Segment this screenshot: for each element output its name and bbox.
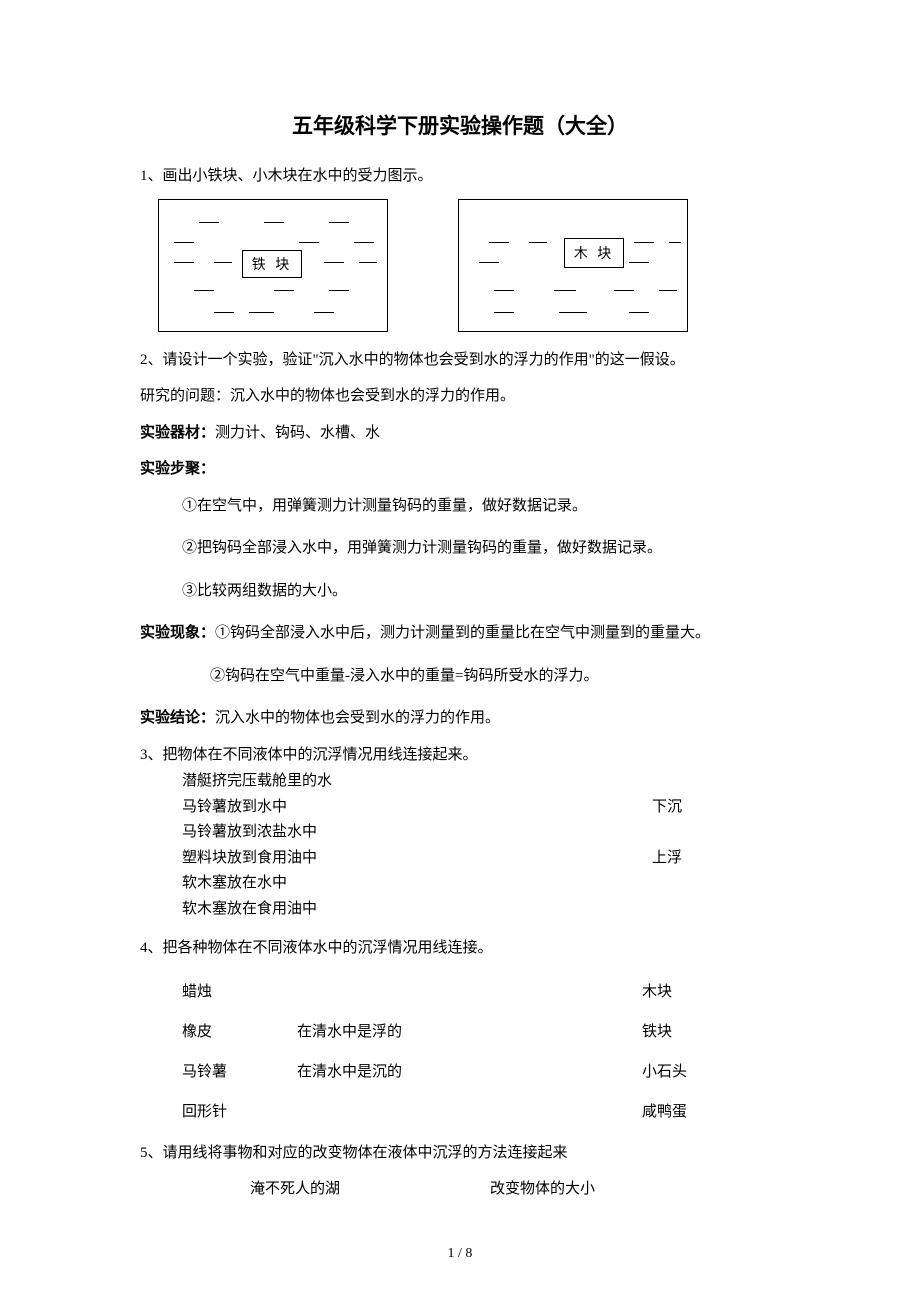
q4-cell: 在清水中是沉的 xyxy=(297,1060,642,1081)
q5-intro: 5、请用线将事物和对应的改变物体在液体中沉浮的方法连接起来 xyxy=(140,1139,780,1168)
q3-item: 软木塞放在食用油中 xyxy=(182,897,652,923)
q5-row: 淹不死人的湖 改变物体的大小 xyxy=(250,1177,780,1198)
q2-phenom2: ②钩码在空气中重量-浸入水中的重量=钩码所受水的浮力。 xyxy=(140,662,780,691)
q3-item: 软木塞放在水中 xyxy=(182,871,652,897)
q2-step3: ③比较两组数据的大小。 xyxy=(140,577,780,606)
q2-phenom1: 实验现象：①钩码全部浸入水中后，测力计测量到的重量比在空气中测量到的重量大。 xyxy=(140,619,780,648)
page-title: 五年级科学下册实验操作题（大全） xyxy=(140,110,780,140)
q4-cell: 回形针 xyxy=(182,1100,297,1121)
wood-label: 木 块 xyxy=(564,238,624,268)
iron-label: 铁 块 xyxy=(242,250,302,278)
q3-block: 潜艇挤完压载舱里的水 马铃薯放到水中下沉 马铃薯放到浓盐水中 塑料块放到食用油中… xyxy=(182,769,780,922)
page-number: 1 / 8 xyxy=(0,1246,920,1262)
q3-item: 马铃薯放到浓盐水中 xyxy=(182,820,652,846)
iron-box-container: 铁 块 xyxy=(158,199,388,332)
q2-steps-label: 实验步聚： xyxy=(140,455,780,484)
q4-cell: 马铃薯 xyxy=(182,1060,297,1081)
q2-equip: 实验器材：测力计、钩码、水槽、水 xyxy=(140,419,780,448)
q1-text: 1、画出小铁块、小木块在水中的受力图示。 xyxy=(140,162,780,191)
q3-item: 马铃薯放到水中 xyxy=(182,795,652,821)
q5-left: 淹不死人的湖 xyxy=(250,1177,490,1198)
q4-grid: 蜡烛 木块 橡皮在清水中是浮的铁块 马铃薯在清水中是沉的小石头 回形针 咸鸭蛋 xyxy=(182,971,780,1131)
q2-concl: 实验结论：沉入水中的物体也会受到水的浮力的作用。 xyxy=(140,704,780,733)
q3-item: 塑料块放到食用油中 xyxy=(182,846,652,872)
q4-intro: 4、把各种物体在不同液体水中的沉浮情况用线连接。 xyxy=(140,934,780,963)
q4-cell: 木块 xyxy=(642,980,672,1001)
q3-sink: 下沉 xyxy=(652,795,682,821)
diagram-row: 铁 块 木 块 xyxy=(158,199,780,332)
q2-intro: 2、请设计一个实验，验证"沉入水中的物体也会受到水的浮力的作用"的这一假设。 xyxy=(140,346,780,375)
q3-item: 潜艇挤完压载舱里的水 xyxy=(182,769,652,795)
q4-cell: 小石头 xyxy=(642,1060,687,1081)
q2-step1: ①在空气中，用弹簧测力计测量钩码的重量，做好数据记录。 xyxy=(140,492,780,521)
q3-float: 上浮 xyxy=(652,846,682,872)
q4-cell: 蜡烛 xyxy=(182,980,297,1001)
q4-cell: 咸鸭蛋 xyxy=(642,1100,687,1121)
wood-box-container: 木 块 xyxy=(458,199,688,332)
q5-right: 改变物体的大小 xyxy=(490,1177,595,1198)
q4-cell: 橡皮 xyxy=(182,1020,297,1041)
q4-cell: 铁块 xyxy=(642,1020,672,1041)
q4-cell: 在清水中是浮的 xyxy=(297,1020,642,1041)
q2-step2: ②把钩码全部浸入水中，用弹簧测力计测量钩码的重量，做好数据记录。 xyxy=(140,534,780,563)
q3-intro: 3、把物体在不同液体中的沉浮情况用线连接起来。 xyxy=(140,741,780,770)
q2-problem: 研究的问题：沉入水中的物体也会受到水的浮力的作用。 xyxy=(140,382,780,411)
